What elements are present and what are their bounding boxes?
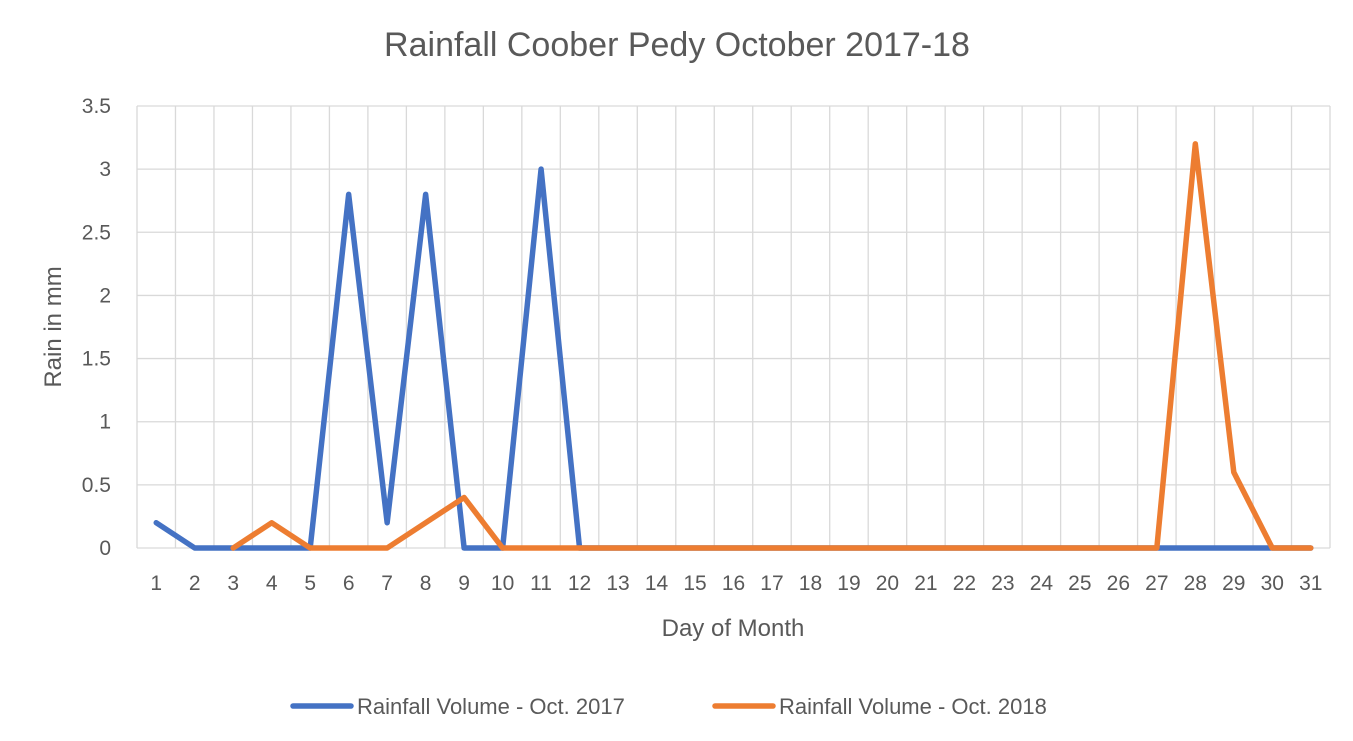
x-tick-label: 28 — [1184, 572, 1207, 595]
x-tick-label: 4 — [266, 572, 278, 595]
x-tick-label: 25 — [1068, 572, 1091, 595]
x-tick-label: 16 — [722, 572, 745, 595]
y-axis-ticks: 0 0.5 1 1.5 2 2.5 3 3.5 — [82, 95, 111, 560]
x-tick-label: 27 — [1145, 572, 1168, 595]
x-tick-label: 18 — [799, 572, 822, 595]
x-tick-label: 26 — [1107, 572, 1130, 595]
x-tick-label: 24 — [1030, 572, 1054, 595]
y-tick-label: 1 — [99, 411, 111, 434]
x-tick-label: 19 — [837, 572, 860, 595]
x-tick-label: 13 — [606, 572, 629, 595]
x-tick-label: 29 — [1222, 572, 1245, 595]
y-tick-label: 2 — [99, 284, 111, 307]
y-axis-title: Rain in mm — [40, 266, 67, 387]
x-tick-label: 6 — [343, 572, 355, 595]
y-tick-label: 3 — [99, 158, 111, 181]
series-lines — [153, 141, 1314, 551]
x-tick-label: 11 — [530, 572, 552, 595]
legend-label: Rainfall Volume - Oct. 2017 — [357, 694, 625, 719]
x-tick-label: 23 — [991, 572, 1014, 595]
x-tick-label: 2 — [189, 572, 201, 595]
legend-entry-2017: Rainfall Volume - Oct. 2017 — [290, 694, 625, 719]
x-tick-label: 7 — [381, 572, 393, 595]
y-tick-label: 2.5 — [82, 221, 111, 244]
y-tick-label: 3.5 — [82, 95, 111, 118]
x-tick-label: 1 — [150, 572, 162, 595]
x-tick-label: 9 — [458, 572, 470, 595]
x-tick-label: 30 — [1261, 572, 1284, 595]
x-tick-label: 17 — [760, 572, 783, 595]
series-line-2018 — [230, 141, 1314, 551]
y-tick-label: 0.5 — [82, 474, 111, 497]
y-tick-label: 0 — [99, 537, 111, 560]
x-tick-label: 12 — [568, 572, 591, 595]
x-axis-ticks: 1 2 3 4 5 6 7 8 9 10 11 12 13 14 15 16 17 18 19 20 21 22 23 24 2… — [150, 572, 1322, 595]
x-axis-title: Day of Month — [662, 615, 805, 642]
x-tick-label: 15 — [683, 572, 706, 595]
x-tick-label: 22 — [953, 572, 976, 595]
legend-label: Rainfall Volume - Oct. 2018 — [779, 694, 1047, 719]
legend: Rainfall Volume - Oct. 2017 Rainfall Volu… — [290, 694, 1047, 719]
x-tick-label: 5 — [304, 572, 316, 595]
y-tick-label: 1.5 — [82, 348, 111, 371]
grid — [136, 105, 1331, 549]
x-tick-label: 14 — [645, 572, 669, 595]
x-tick-label: 20 — [876, 572, 899, 595]
x-tick-label: 21 — [914, 572, 937, 595]
x-tick-label: 8 — [420, 572, 432, 595]
chart-title: Rainfall Coober Pedy October 2017-18 — [384, 26, 970, 64]
legend-entry-2018: Rainfall Volume - Oct. 2018 — [712, 694, 1047, 719]
x-tick-label: 31 — [1299, 572, 1322, 595]
x-tick-label: 10 — [491, 572, 514, 595]
x-tick-label: 3 — [227, 572, 239, 595]
